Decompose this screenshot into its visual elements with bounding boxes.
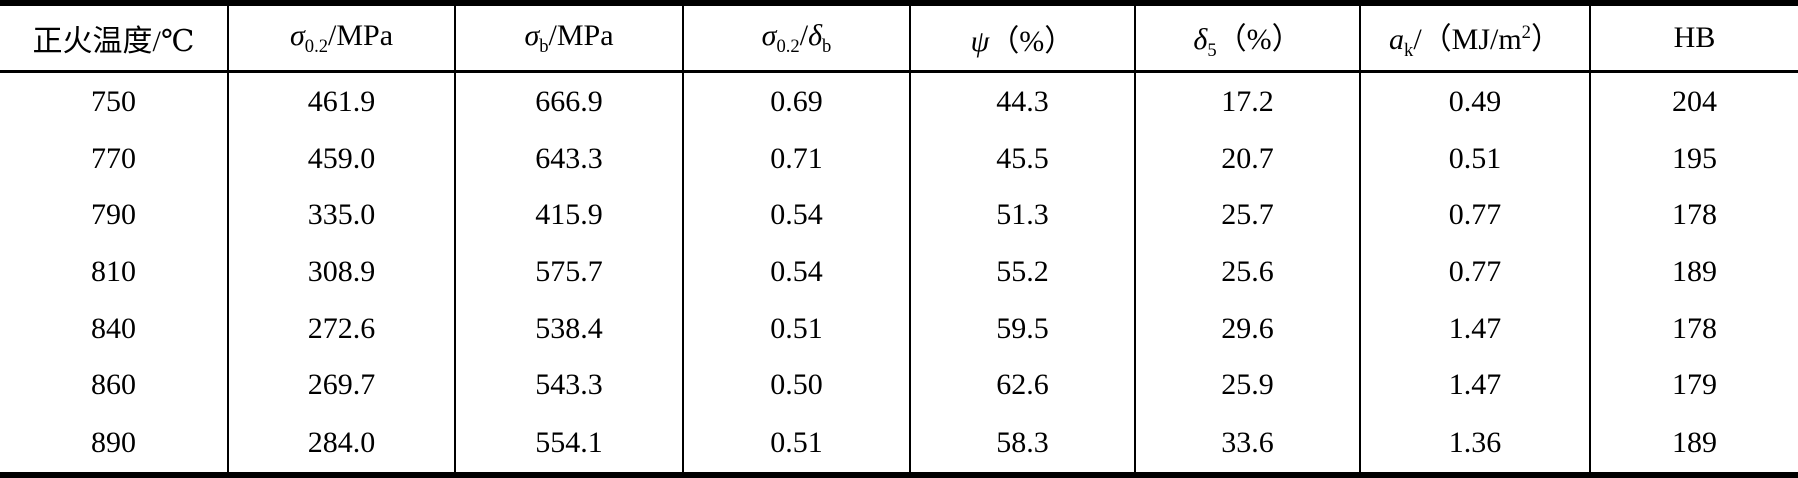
table-cell: 59.5: [909, 300, 1135, 357]
table-cell: 415.9: [454, 187, 683, 244]
table-cell: 461.9: [227, 71, 455, 131]
a-symbol: a: [1389, 23, 1405, 56]
table-cell: 890: [91, 425, 136, 459]
table-cell: 643.3: [454, 130, 683, 188]
table-cell: 195: [1589, 130, 1798, 188]
table-cell: 45.5: [909, 130, 1135, 188]
table-cell: 666.9: [454, 71, 683, 131]
table-cell: 179: [1589, 356, 1798, 414]
table-cell: 790: [91, 198, 136, 232]
unit-text: （%）: [989, 25, 1075, 58]
table-cell: 1.36: [1359, 413, 1590, 475]
table-cell: 20.7: [1134, 130, 1360, 188]
subscript: b: [539, 35, 549, 57]
table-cell: 750: [91, 84, 136, 118]
unit-text: ）: [1530, 23, 1561, 56]
table-cell: 189: [1589, 413, 1798, 475]
table-cell: 1.47: [1359, 300, 1590, 357]
table-cell: 25.9: [1134, 356, 1360, 414]
slash: /: [799, 18, 809, 52]
sigma-symbol: σ: [289, 18, 305, 52]
table-cell: 0.49: [1359, 71, 1590, 131]
table-cell: 0.50: [682, 356, 910, 414]
table-cell: 178: [1589, 187, 1798, 244]
unit-text: /MPa: [328, 18, 394, 52]
unit-text: （%）: [1216, 23, 1302, 56]
sigma-symbol: σ: [761, 18, 777, 52]
table-cell: 55.2: [909, 243, 1135, 301]
table-cell: 44.3: [909, 71, 1135, 131]
table-cell: 810: [91, 254, 136, 288]
col-header-normalizing-temperature: 正火温度/℃: [0, 3, 228, 73]
col-header-psi: ψ（%）: [909, 3, 1135, 73]
table-cell: 29.6: [1134, 300, 1360, 357]
table-cell: 178: [1589, 300, 1798, 357]
table-cell: 272.6: [227, 300, 455, 357]
table-cell: 58.3: [909, 413, 1135, 475]
subscript: 0.2: [776, 35, 800, 57]
col-header-ak-impact: ak/（MJ/m2）: [1359, 3, 1590, 73]
col-header-hb-hardness: HB: [1589, 3, 1798, 73]
header-row: 正火温度/℃ σ0.2/MPa σb/MPa σ0.2/δb ψ（%） δ5（%…: [0, 3, 1798, 73]
table-cell: 308.9: [227, 243, 455, 301]
subscript: 5: [1207, 40, 1217, 61]
subscript: b: [822, 35, 832, 57]
table-cell: 0.71: [682, 130, 910, 188]
table-cell: 575.7: [454, 243, 683, 301]
table-cell: 25.6: [1134, 243, 1360, 301]
table-cell: 0.54: [682, 187, 910, 244]
table-cell: 51.3: [909, 187, 1135, 244]
table-cell: 840: [91, 311, 136, 345]
table-cell: 284.0: [227, 413, 455, 475]
table-cell: 189: [1589, 243, 1798, 301]
table-row: 890 284.0 554.1 0.51 58.3 33.6 1.36 189: [0, 413, 1798, 475]
table-cell: 1.47: [1359, 356, 1590, 414]
table-cell: 0.51: [682, 413, 910, 475]
table-row: 790 335.0 415.9 0.54 51.3 25.7 0.77 178: [0, 187, 1798, 244]
table-cell: 33.6: [1134, 413, 1360, 475]
unit-text: /MPa: [548, 18, 614, 52]
table-cell: 543.3: [454, 356, 683, 414]
table-cell: 62.6: [909, 356, 1135, 414]
table-cell: 0.54: [682, 243, 910, 301]
col-header-sigma-b: σb/MPa: [454, 3, 683, 73]
delta-symbol: δ: [1193, 23, 1208, 56]
subscript: k: [1404, 40, 1414, 61]
table-cell: 0.69: [682, 71, 910, 131]
table-cell: 554.1: [454, 413, 683, 475]
table-row: 810 308.9 575.7 0.54 55.2 25.6 0.77 189: [0, 243, 1798, 301]
table-cell: 335.0: [227, 187, 455, 244]
col-header-sigma-0-2: σ0.2/MPa: [227, 3, 455, 73]
col-header-delta-5: δ5（%）: [1134, 3, 1360, 73]
table-cell: 0.51: [1359, 130, 1590, 188]
table-cell: 860: [91, 368, 136, 402]
table-cell: 459.0: [227, 130, 455, 188]
table-cell: 204: [1589, 71, 1798, 131]
table-cell: 538.4: [454, 300, 683, 357]
table-cell: 269.7: [227, 356, 455, 414]
table-cell: 0.51: [682, 300, 910, 357]
delta-symbol: δ: [808, 18, 823, 52]
table-cell: 0.77: [1359, 243, 1590, 301]
sigma-symbol: σ: [524, 18, 540, 52]
col-header-yield-ratio: σ0.2/δb: [682, 3, 910, 73]
table-row: 770 459.0 643.3 0.71 45.5 20.7 0.51 195: [0, 130, 1798, 188]
subscript: 0.2: [304, 35, 329, 57]
table-cell: 770: [91, 141, 136, 175]
psi-symbol: ψ: [970, 25, 990, 58]
superscript: 2: [1521, 22, 1531, 43]
table-row: 840 272.6 538.4 0.51 59.5 29.6 1.47 178: [0, 300, 1798, 357]
table-row: 860 269.7 543.3 0.50 62.6 25.9 1.47 179: [0, 356, 1798, 414]
table-cell: 25.7: [1134, 187, 1360, 244]
unit-text: /（MJ/m: [1413, 23, 1522, 56]
table-cell: 17.2: [1134, 71, 1360, 131]
table-row: 750 461.9 666.9 0.69 44.3 17.2 0.49 204: [0, 71, 1798, 131]
table-cell: 0.77: [1359, 187, 1590, 244]
